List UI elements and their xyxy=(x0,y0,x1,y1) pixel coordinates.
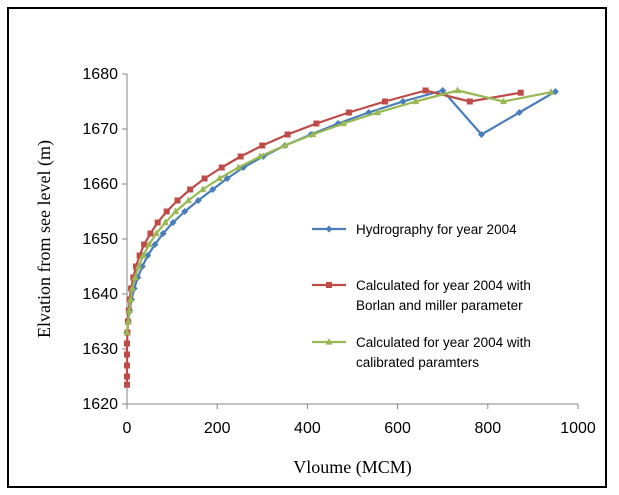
data-point-marker xyxy=(151,241,159,248)
data-point-marker xyxy=(256,152,264,160)
data-point-marker xyxy=(128,284,137,292)
data-point-marker xyxy=(422,87,429,94)
data-point-marker xyxy=(466,98,473,105)
data-point-marker xyxy=(547,88,555,95)
data-point-marker xyxy=(169,219,177,226)
legend-item-1: Hydrography for year 2004 xyxy=(312,222,517,237)
data-point-marker xyxy=(237,153,244,160)
data-point-marker xyxy=(124,351,130,358)
data-point-marker xyxy=(325,225,333,233)
legend-label: Borlan and miller parameter xyxy=(356,298,523,313)
data-point-marker xyxy=(147,230,154,237)
data-point-marker xyxy=(515,109,523,116)
series-line xyxy=(125,89,552,333)
data-point-marker xyxy=(399,98,407,105)
y-tick-label: 1660 xyxy=(82,176,118,193)
data-point-marker xyxy=(345,109,352,116)
data-point-marker xyxy=(499,97,508,105)
data-point-marker xyxy=(139,251,147,259)
data-point-marker xyxy=(154,219,161,226)
data-point-marker xyxy=(309,130,317,138)
data-point-marker xyxy=(141,241,148,248)
data-point-marker xyxy=(281,141,289,149)
data-point-marker xyxy=(124,373,130,380)
data-point-marker xyxy=(209,186,217,193)
legend-item-3: Calculated for year 2004 with calibrated … xyxy=(312,335,531,370)
data-point-marker xyxy=(124,381,130,388)
data-point-marker xyxy=(127,295,135,303)
y-tick-label: 1640 xyxy=(82,286,118,303)
y-tick-label: 1670 xyxy=(82,121,118,138)
data-point-marker xyxy=(439,87,447,94)
y-axis-label: Elvation from see level (m) xyxy=(34,140,55,338)
data-point-marker xyxy=(477,131,485,138)
y-tick-label: 1650 xyxy=(82,231,118,248)
data-point-marker xyxy=(412,97,420,105)
legend-item-2: Calculated for year 2004 with Borlan and … xyxy=(312,278,531,313)
y-tick-label: 1680 xyxy=(82,66,118,83)
data-point-marker xyxy=(223,175,231,182)
data-point-marker xyxy=(152,229,160,237)
data-point-marker xyxy=(125,306,133,314)
data-point-marker xyxy=(163,208,170,215)
data-point-marker xyxy=(174,197,181,204)
series-layer xyxy=(123,86,559,388)
x-axis-label: Vloume (MCM) xyxy=(293,457,412,478)
data-point-marker xyxy=(215,174,224,182)
legend-label: Calculated for year 2004 with xyxy=(356,335,531,350)
data-point-marker xyxy=(201,175,208,182)
data-point-marker xyxy=(234,163,242,171)
data-point-marker xyxy=(374,108,382,116)
data-point-marker xyxy=(184,196,192,204)
data-point-marker xyxy=(136,252,143,259)
y-tick-label: 1630 xyxy=(82,341,118,358)
data-point-marker xyxy=(218,164,225,171)
data-point-marker xyxy=(124,340,130,347)
data-point-marker xyxy=(159,230,167,237)
x-tick-label: 0 xyxy=(123,420,132,437)
data-point-marker xyxy=(339,119,348,127)
data-point-marker xyxy=(131,273,139,281)
data-point-marker xyxy=(517,89,524,96)
data-point-marker xyxy=(181,208,189,215)
data-point-marker xyxy=(187,186,194,193)
x-tick-label: 1000 xyxy=(560,420,596,437)
data-point-marker xyxy=(284,131,291,138)
data-point-marker xyxy=(124,317,132,325)
series-3 xyxy=(123,86,555,336)
data-point-marker xyxy=(453,86,462,94)
x-tick-label: 400 xyxy=(294,420,321,437)
data-point-marker xyxy=(326,282,332,288)
data-point-marker xyxy=(133,263,140,270)
data-point-marker xyxy=(124,362,130,369)
y-tick-label: 1620 xyxy=(82,396,118,413)
data-point-marker xyxy=(313,120,320,127)
x-tick-label: 600 xyxy=(384,420,411,437)
data-point-marker xyxy=(145,240,153,248)
data-point-marker xyxy=(381,98,388,105)
series-line xyxy=(125,89,557,333)
data-point-marker xyxy=(199,185,207,193)
data-point-marker xyxy=(161,218,169,226)
x-tick-label: 200 xyxy=(204,420,231,437)
data-point-marker xyxy=(172,207,180,215)
legend-label: Calculated for year 2004 with xyxy=(356,278,531,293)
data-point-marker xyxy=(325,338,333,345)
data-point-marker xyxy=(123,328,131,336)
data-point-marker xyxy=(135,262,143,270)
legend-label: Hydrography for year 2004 xyxy=(356,222,517,237)
data-point-marker xyxy=(194,197,202,204)
legend: Hydrography for year 2004 Calculated for … xyxy=(312,222,531,370)
x-tick-label: 800 xyxy=(474,420,501,437)
data-point-marker xyxy=(259,142,266,149)
legend-label: calibrated paramters xyxy=(356,355,479,370)
